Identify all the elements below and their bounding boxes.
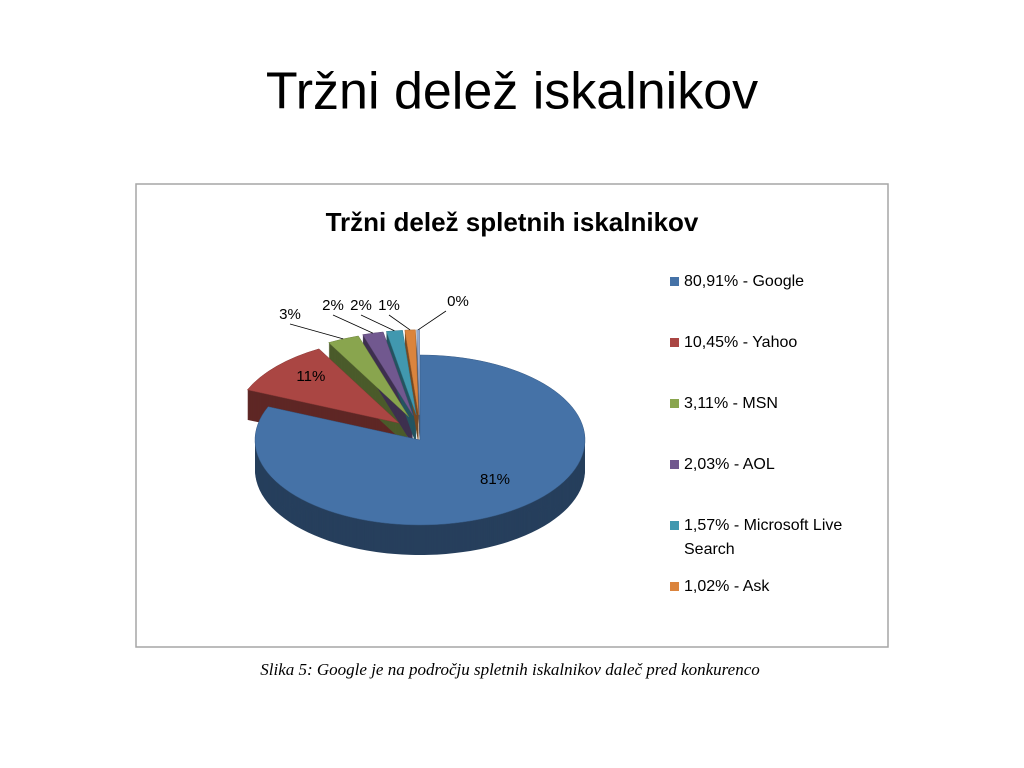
data-label: 81% bbox=[480, 471, 510, 488]
slide-title: Tržni delež iskalnikov bbox=[266, 63, 758, 121]
legend-swatch bbox=[670, 521, 679, 530]
data-label: 0% bbox=[447, 293, 469, 310]
legend-swatch bbox=[670, 277, 679, 286]
slice bbox=[254, 354, 586, 526]
slice-side-layer bbox=[386, 335, 417, 421]
slice-side-layer bbox=[386, 336, 417, 422]
leader-line bbox=[332, 314, 374, 334]
legend-label: 10,45% - Yahoo bbox=[684, 334, 797, 351]
leader-line bbox=[417, 310, 447, 331]
legend-swatch bbox=[670, 338, 679, 347]
legend-label: 3,11% - MSN bbox=[684, 395, 778, 412]
leader-line bbox=[289, 323, 344, 340]
data-label: 2% bbox=[322, 297, 344, 314]
slice-side-layer bbox=[386, 332, 417, 418]
legend-label: 80,91% - Google bbox=[684, 273, 804, 290]
legend-swatch bbox=[670, 460, 679, 469]
legend-label: 1,57% - Microsoft Live Search bbox=[684, 517, 847, 558]
leader-line bbox=[360, 314, 395, 332]
slice-side-layer bbox=[386, 334, 417, 420]
data-label: 1% bbox=[378, 297, 400, 314]
data-label: 11% bbox=[296, 368, 325, 385]
data-label: 2% bbox=[350, 297, 372, 314]
caption: Slika 5: Google je na področju spletnih … bbox=[260, 660, 759, 679]
data-label: 3% bbox=[279, 306, 301, 323]
legend-swatch bbox=[670, 399, 679, 408]
slice-side-layer bbox=[386, 337, 417, 423]
legend-label: 1,02% - Ask bbox=[684, 578, 770, 595]
legend-label: 2,03% - AOL bbox=[684, 456, 775, 473]
legend-swatch bbox=[670, 582, 679, 591]
slice-side-layer bbox=[386, 338, 417, 424]
chart-title: Tržni delež spletnih iskalnikov bbox=[326, 207, 699, 237]
slice bbox=[416, 329, 420, 415]
leader-line bbox=[388, 314, 411, 331]
slice bbox=[404, 329, 419, 415]
slice bbox=[246, 348, 401, 424]
slice-side-layer bbox=[386, 333, 417, 419]
